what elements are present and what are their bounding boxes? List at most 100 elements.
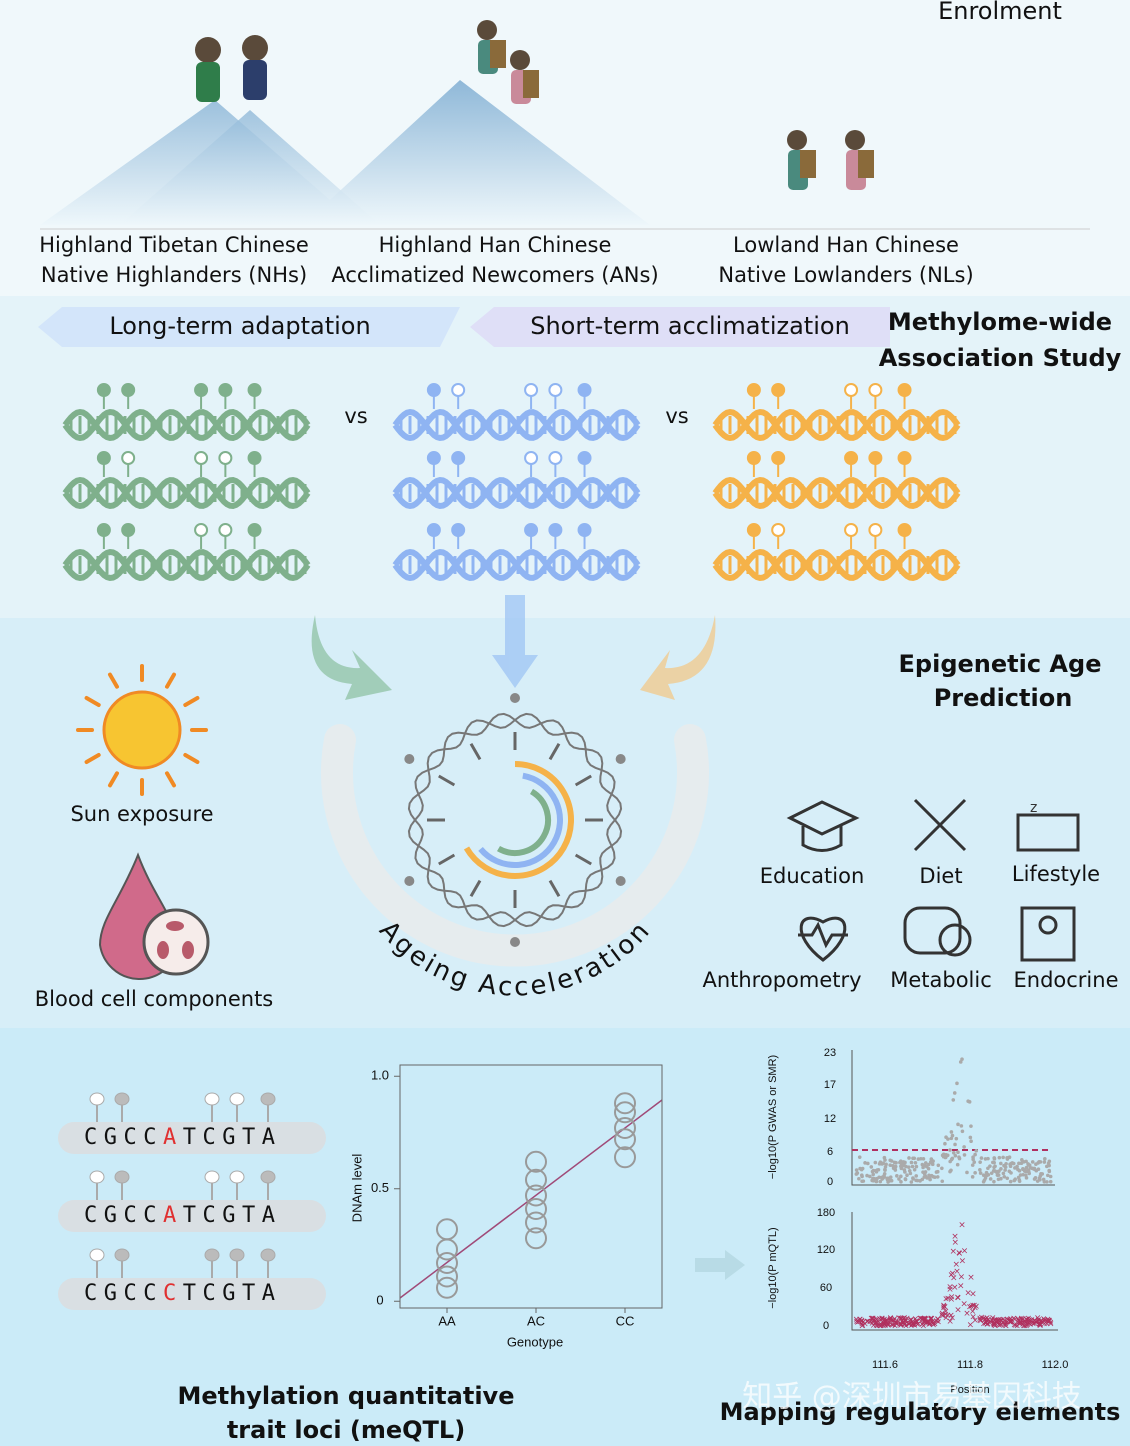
sun bbox=[102, 690, 182, 770]
texture-dot bbox=[943, 1141, 947, 1146]
texture-cross: × bbox=[921, 1314, 929, 1324]
texture-cross: × bbox=[1004, 1315, 1012, 1325]
label: Sun exposure bbox=[70, 802, 213, 826]
texture-cross: × bbox=[883, 1320, 891, 1330]
texture-dot bbox=[1021, 1172, 1025, 1177]
texture-dot bbox=[877, 1162, 882, 1166]
texture-cross: × bbox=[899, 1314, 907, 1324]
texture-cross: × bbox=[876, 1321, 884, 1331]
texture-dot bbox=[968, 1135, 973, 1140]
texture-cross: × bbox=[942, 1295, 950, 1305]
sequence-part: TCGTA bbox=[183, 1203, 282, 1228]
texture-dot bbox=[1016, 1167, 1020, 1172]
mountains bbox=[40, 80, 650, 225]
texture-cross: × bbox=[864, 1317, 872, 1327]
texture-cross: × bbox=[946, 1317, 954, 1327]
texture-cross: × bbox=[909, 1320, 917, 1330]
manhattan-points: ××××× × ××× ××× ××× ×××× ××× ×× ×××××××××××××× × ×… bbox=[853, 1057, 1054, 1331]
label: Methylome-wide bbox=[888, 308, 1112, 336]
dna-strand bbox=[712, 408, 961, 442]
texture-cross: × bbox=[1016, 1319, 1024, 1329]
texture-cross: × bbox=[896, 1320, 904, 1330]
texture-cross: × bbox=[872, 1318, 880, 1328]
texture-cross: × bbox=[875, 1321, 883, 1331]
label: CC bbox=[616, 1313, 635, 1328]
texture-cross: × bbox=[1037, 1316, 1045, 1326]
texture-dot bbox=[1001, 1155, 1005, 1160]
texture-cross: × bbox=[1023, 1315, 1031, 1325]
texture-dot bbox=[949, 1130, 954, 1134]
texture-cross: × bbox=[1037, 1317, 1045, 1327]
sun-ray bbox=[165, 672, 176, 689]
texture-cross: × bbox=[1006, 1318, 1014, 1328]
texture-cross: × bbox=[1031, 1316, 1039, 1326]
texture-cross: × bbox=[921, 1317, 929, 1327]
lollipop bbox=[229, 1092, 245, 1106]
texture-cross: × bbox=[869, 1316, 877, 1326]
sun-ray bbox=[183, 753, 200, 764]
texture-cross: × bbox=[1000, 1316, 1008, 1326]
texture-dot bbox=[1017, 1161, 1021, 1166]
texture-dot bbox=[954, 1136, 959, 1141]
texture-cross: × bbox=[868, 1314, 876, 1324]
texture-dot bbox=[959, 1124, 964, 1128]
texture-dot bbox=[955, 1081, 959, 1086]
texture-cross: × bbox=[910, 1320, 918, 1330]
texture-cross: × bbox=[892, 1319, 900, 1329]
texture-cross: × bbox=[881, 1315, 889, 1325]
texture-cross: × bbox=[914, 1320, 922, 1330]
texture-cross: × bbox=[928, 1314, 936, 1324]
texture-cross: × bbox=[1007, 1314, 1015, 1324]
dna-strand bbox=[62, 408, 311, 442]
texture-cross: × bbox=[999, 1315, 1007, 1325]
texture-dot bbox=[861, 1179, 866, 1183]
label: 60 bbox=[820, 1282, 832, 1294]
texture-cross: × bbox=[872, 1321, 880, 1331]
label: 120 bbox=[817, 1244, 835, 1256]
label: Mapping regulatory elements bbox=[720, 1398, 1121, 1426]
texture-dot bbox=[899, 1174, 903, 1179]
sun-rays bbox=[76, 664, 208, 796]
texture-cross: × bbox=[901, 1314, 909, 1324]
label: Position bbox=[950, 1384, 989, 1396]
texture-cross: × bbox=[856, 1315, 864, 1325]
texture-cross: × bbox=[991, 1321, 999, 1331]
texture-dot bbox=[919, 1156, 923, 1161]
clock-tick bbox=[438, 774, 456, 787]
texture-cross: × bbox=[1046, 1317, 1054, 1327]
dna bbox=[712, 523, 961, 582]
texture-dot bbox=[1048, 1179, 1053, 1184]
texture-dot bbox=[899, 1180, 903, 1184]
texture-cross: × bbox=[953, 1267, 961, 1277]
texture-dot bbox=[888, 1158, 893, 1163]
texture-cross: × bbox=[983, 1313, 991, 1323]
dna bbox=[62, 383, 311, 442]
label: 23 bbox=[824, 1047, 836, 1059]
texture-cross: × bbox=[905, 1320, 913, 1330]
texture-cross: × bbox=[1036, 1321, 1044, 1331]
manhattan-axes bbox=[851, 1050, 1058, 1331]
texture-cross: × bbox=[895, 1314, 903, 1324]
texture-cross: × bbox=[982, 1318, 990, 1328]
clock-arc bbox=[463, 761, 574, 879]
texture-dot bbox=[933, 1175, 937, 1180]
texture-cross: × bbox=[873, 1321, 881, 1331]
texture-cross: × bbox=[969, 1313, 977, 1323]
texture-dot bbox=[957, 1156, 962, 1161]
texture-dot bbox=[979, 1156, 984, 1160]
flow-arrow bbox=[695, 1250, 745, 1280]
clock-knob bbox=[404, 754, 415, 764]
texture-cross: × bbox=[946, 1285, 954, 1295]
clock-knob bbox=[510, 937, 520, 947]
texture-cross: × bbox=[898, 1320, 906, 1330]
texture-cross: × bbox=[898, 1317, 906, 1327]
label: 180 bbox=[817, 1207, 835, 1219]
texture-cross: × bbox=[950, 1247, 958, 1257]
texture-dot bbox=[1026, 1163, 1031, 1167]
lollipop bbox=[260, 1092, 276, 1106]
texture-cross: × bbox=[879, 1321, 887, 1331]
texture-cross: × bbox=[980, 1314, 988, 1324]
texture-dot bbox=[897, 1177, 901, 1181]
texture-cross: × bbox=[983, 1320, 991, 1330]
lollipop bbox=[89, 1248, 105, 1262]
